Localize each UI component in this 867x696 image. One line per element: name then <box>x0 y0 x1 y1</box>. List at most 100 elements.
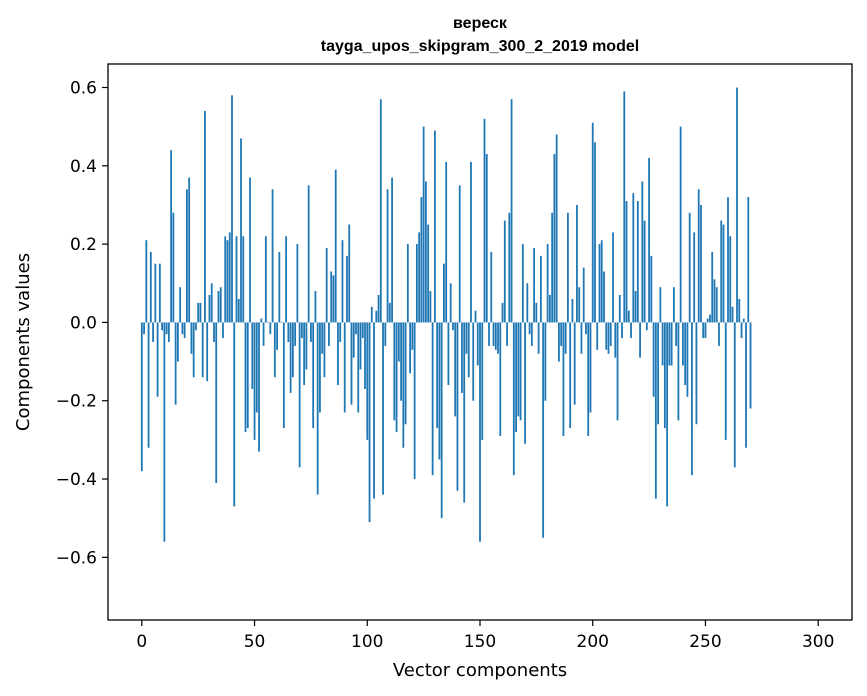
bar <box>682 322 684 366</box>
bar <box>334 169 337 323</box>
bar <box>224 236 227 323</box>
bar <box>463 322 466 503</box>
bar <box>350 322 353 405</box>
bar <box>594 142 596 323</box>
bar <box>605 322 608 350</box>
bar <box>585 322 587 335</box>
bar <box>305 322 308 370</box>
bar <box>167 322 170 342</box>
bar <box>562 322 565 436</box>
bar <box>251 322 254 389</box>
bar <box>657 322 660 425</box>
bar <box>260 318 263 323</box>
bar <box>564 322 567 354</box>
bar <box>461 322 463 393</box>
bar <box>188 177 191 323</box>
bar <box>695 322 698 425</box>
y-tick-label: −0.2 <box>56 392 97 412</box>
bar <box>722 224 725 323</box>
bar <box>711 251 714 323</box>
bar <box>609 322 612 346</box>
bar <box>172 212 175 323</box>
bar <box>738 298 741 323</box>
bar <box>233 322 236 507</box>
bar <box>384 322 387 346</box>
y-tick-label: −0.4 <box>56 470 97 490</box>
bar <box>237 298 240 323</box>
bar <box>510 99 513 323</box>
bar <box>553 154 556 323</box>
bar <box>314 291 317 323</box>
bar <box>163 322 166 542</box>
bar <box>276 322 278 350</box>
bar <box>519 322 522 421</box>
bar <box>253 322 256 440</box>
bar <box>470 161 472 323</box>
bar <box>316 322 319 495</box>
bar <box>528 322 531 335</box>
bar <box>596 322 599 350</box>
bar <box>181 322 184 335</box>
bar <box>567 212 569 323</box>
bar <box>630 322 632 339</box>
bar <box>273 322 276 378</box>
bar <box>300 322 303 339</box>
bar <box>675 322 678 346</box>
bar <box>206 322 209 382</box>
bar <box>402 322 405 448</box>
bar <box>497 322 499 354</box>
bar <box>715 287 718 323</box>
bar <box>679 126 682 323</box>
bar <box>357 322 360 413</box>
bar <box>242 236 245 323</box>
y-tick-label: 0.0 <box>70 313 97 333</box>
x-tick-label: 300 <box>802 632 834 652</box>
bar <box>551 212 554 323</box>
bar <box>650 255 653 323</box>
bar <box>479 322 481 542</box>
bar <box>165 322 168 335</box>
bar <box>724 322 727 440</box>
bar <box>323 322 326 378</box>
bar <box>612 232 614 323</box>
bar <box>287 322 290 342</box>
bar <box>404 322 407 425</box>
bar <box>413 322 416 480</box>
bar <box>215 322 218 483</box>
bar <box>325 248 328 323</box>
bar <box>452 322 454 331</box>
bar <box>226 240 229 323</box>
bar <box>291 322 294 378</box>
bar <box>634 291 637 323</box>
bar <box>271 189 274 323</box>
bar <box>686 322 689 397</box>
bar <box>373 322 375 499</box>
bar <box>560 322 563 346</box>
bar <box>204 110 206 323</box>
bar <box>145 240 148 323</box>
bar <box>582 267 585 323</box>
bar <box>481 322 484 440</box>
bar <box>672 287 675 323</box>
bar <box>490 251 493 323</box>
x-tick-label: 150 <box>464 632 496 652</box>
bar <box>219 287 222 323</box>
x-axis: 0 50 100 150 200 250 300 <box>136 620 834 652</box>
bar <box>359 322 362 370</box>
bar <box>587 322 590 436</box>
bar <box>298 322 301 468</box>
bar <box>379 99 382 323</box>
bar <box>731 306 734 323</box>
bar <box>285 236 288 323</box>
bar <box>713 279 716 323</box>
bar <box>386 189 389 323</box>
bar <box>368 322 371 523</box>
bar <box>364 322 366 389</box>
bar <box>303 322 306 386</box>
bar <box>648 157 650 323</box>
bar <box>641 181 644 323</box>
bar <box>727 197 729 323</box>
bar <box>589 322 592 413</box>
bar <box>195 322 197 331</box>
bar <box>688 212 691 323</box>
